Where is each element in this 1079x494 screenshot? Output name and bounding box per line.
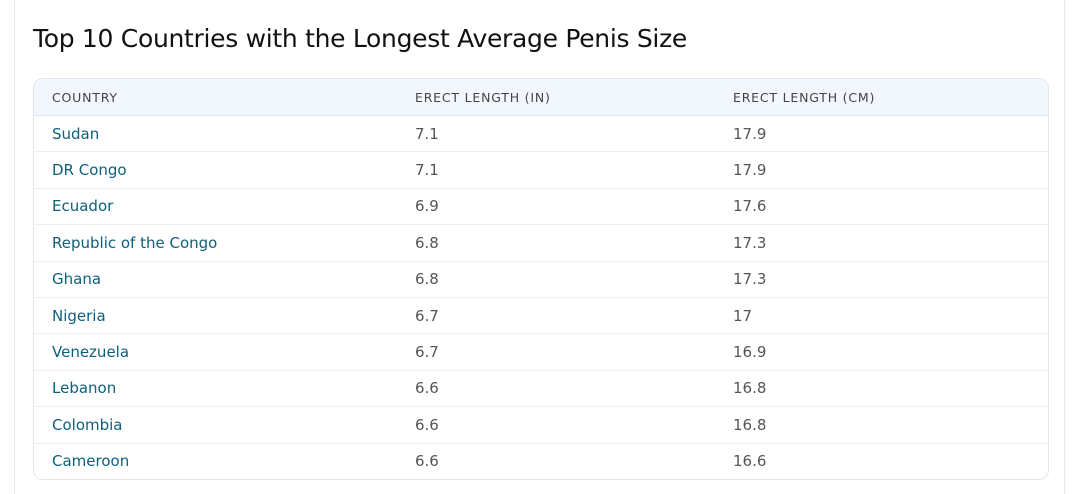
table-row: DR Congo 7.1 17.9 <box>34 151 1048 189</box>
table-row: Ecuador 6.9 17.6 <box>34 188 1048 226</box>
value-cell: 7.1 <box>397 115 715 153</box>
table-row: Ghana 6.8 17.3 <box>34 261 1048 298</box>
table-container: COUNTRY ERECT LENGTH (IN) ERECT LENGTH (CM… <box>33 78 1049 480</box>
column-header: ERECT LENGTH (IN) <box>397 79 715 116</box>
country-cell: Lebanon <box>34 370 397 408</box>
country-cell: Colombia <box>34 406 397 444</box>
value-cell: 6.7 <box>397 333 715 371</box>
value-cell: 17.9 <box>715 115 1048 153</box>
value-cell: 6.9 <box>397 188 715 226</box>
country-cell: Republic of the Congo <box>34 224 397 262</box>
value-cell: 6.7 <box>397 297 715 335</box>
country-cell: Cameroon <box>52 452 130 471</box>
column-header: ERECT LENGTH (CM) <box>715 79 1048 116</box>
value-cell: 6.6 <box>397 406 715 444</box>
value-cell: 7.1 <box>397 151 715 189</box>
value-cell: 16.6 <box>733 452 767 471</box>
table: COUNTRY ERECT LENGTH (IN) ERECT LENGTH (CM… <box>34 79 1048 479</box>
value-cell: 16.9 <box>715 333 1048 371</box>
value-cell: 17.3 <box>715 261 1048 298</box>
table-row: Cameroon 6.6 16.6 <box>34 443 1048 479</box>
value-cell: 16.8 <box>715 406 1048 444</box>
country-cell: Sudan <box>34 115 397 153</box>
title: Top 10 Countries with the Longest Averag… <box>33 24 687 53</box>
table-row: Republic of the Congo 6.8 17.3 <box>34 224 1048 262</box>
country-cell: Venezuela <box>34 333 397 371</box>
value-cell: 17 <box>715 297 1048 335</box>
table-row: Venezuela 6.7 16.9 <box>34 333 1048 371</box>
value-cell: 6.6 <box>415 452 439 471</box>
value-cell: 17.6 <box>715 188 1048 226</box>
country-cell: Ecuador <box>34 188 397 226</box>
table-body: Sudan 7.1 17.9 DR Congo 7.1 17.9 Ecuador 6.9 17.… <box>34 115 1048 479</box>
value-cell: 6.8 <box>397 261 715 298</box>
country-cell: Nigeria <box>34 297 397 335</box>
table-row: Colombia 6.6 16.8 <box>34 406 1048 444</box>
value-cell: 6.6 <box>397 370 715 408</box>
header-row: COUNTRY ERECT LENGTH (IN) ERECT LENGTH (CM… <box>34 79 1048 116</box>
value-cell: 17.3 <box>715 224 1048 262</box>
column-header: COUNTRY <box>34 79 397 116</box>
value-cell: 6.8 <box>397 224 715 262</box>
country-cell: Ghana <box>34 261 397 298</box>
value-cell: 16.8 <box>715 370 1048 408</box>
card: Top 10 Countries with the Longest Averag… <box>14 0 1065 494</box>
table-row: Nigeria 6.7 17 <box>34 297 1048 335</box>
table-row: Lebanon 6.6 16.8 <box>34 370 1048 408</box>
table-row: Sudan 7.1 17.9 <box>34 115 1048 153</box>
value-cell: 17.9 <box>715 151 1048 189</box>
country-cell: DR Congo <box>34 151 397 189</box>
